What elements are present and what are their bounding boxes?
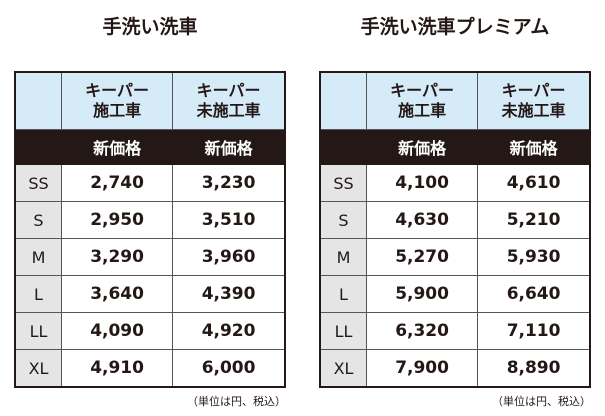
subheader: 新価格	[60, 129, 174, 165]
table-row: XL 4,910 6,000	[14, 349, 286, 388]
price-cell: 3,960	[172, 238, 286, 276]
size-cell: M	[14, 238, 62, 276]
price-cell: 5,270	[365, 238, 479, 276]
size-cell: XL	[319, 349, 367, 388]
price-cell: 4,100	[365, 164, 479, 202]
table-row: L 3,640 4,390	[14, 275, 286, 313]
price-cell: 5,210	[477, 201, 591, 239]
table-row: SS 2,740 3,230	[14, 164, 286, 202]
subheader: 新価格	[172, 129, 286, 165]
table-title: 手洗い洗車プレミアム	[360, 16, 550, 38]
header-blank	[14, 71, 62, 130]
price-cell: 3,290	[60, 238, 174, 276]
table-row: M 5,270 5,930	[319, 238, 591, 276]
header-blank	[319, 71, 367, 130]
table-row: SS 4,100 4,610	[319, 164, 591, 202]
price-cell: 6,640	[477, 275, 591, 313]
price-cell: 3,510	[172, 201, 286, 239]
table-row: XL 7,900 8,890	[319, 349, 591, 388]
price-cell: 3,230	[172, 164, 286, 202]
table-row: L 5,900 6,640	[319, 275, 591, 313]
table-row: S 4,630 5,210	[319, 201, 591, 239]
table-row: M 3,290 3,960	[14, 238, 286, 276]
table-title: 手洗い洗車	[102, 16, 198, 38]
size-cell: S	[14, 201, 62, 239]
subheader: 新価格	[477, 129, 591, 165]
size-cell: SS	[14, 164, 62, 202]
price-cell: 6,000	[172, 349, 286, 388]
price-cell: 4,910	[60, 349, 174, 388]
price-cell: 2,740	[60, 164, 174, 202]
price-table: キーパー 施工車 キーパー 未施工車 新価格 新価格 SS 2,740 3,230 S 2,95…	[14, 71, 286, 388]
column-header: キーパー 施工車	[365, 71, 479, 130]
subheader: 新価格	[365, 129, 479, 165]
price-cell: 2,950	[60, 201, 174, 239]
column-header: キーパー 未施工車	[172, 71, 286, 130]
price-cell: 5,930	[477, 238, 591, 276]
table-row: LL 6,320 7,110	[319, 312, 591, 350]
price-cell: 6,320	[365, 312, 479, 350]
price-cell: 8,890	[477, 349, 591, 388]
size-cell: LL	[319, 312, 367, 350]
subheader-blank	[319, 129, 367, 165]
unit-note: （単位は円、税込）	[492, 395, 591, 408]
table-row: S 2,950 3,510	[14, 201, 286, 239]
price-cell: 4,630	[365, 201, 479, 239]
size-cell: SS	[319, 164, 367, 202]
size-cell: S	[319, 201, 367, 239]
price-cell: 5,900	[365, 275, 479, 313]
subheader-blank	[14, 129, 62, 165]
size-cell: M	[319, 238, 367, 276]
table-row: LL 4,090 4,920	[14, 312, 286, 350]
price-cell: 4,390	[172, 275, 286, 313]
column-header: キーパー 施工車	[60, 71, 174, 130]
price-cell: 4,610	[477, 164, 591, 202]
size-cell: L	[319, 275, 367, 313]
unit-note: （単位は円、税込）	[187, 395, 286, 408]
column-header: キーパー 未施工車	[477, 71, 591, 130]
price-table: キーパー 施工車 キーパー 未施工車 新価格 新価格 SS 4,100 4,610 S 4,63…	[319, 71, 591, 388]
price-cell: 7,900	[365, 349, 479, 388]
price-cell: 4,090	[60, 312, 174, 350]
size-cell: LL	[14, 312, 62, 350]
size-cell: XL	[14, 349, 62, 388]
price-cell: 7,110	[477, 312, 591, 350]
price-cell: 3,640	[60, 275, 174, 313]
size-cell: L	[14, 275, 62, 313]
price-cell: 4,920	[172, 312, 286, 350]
